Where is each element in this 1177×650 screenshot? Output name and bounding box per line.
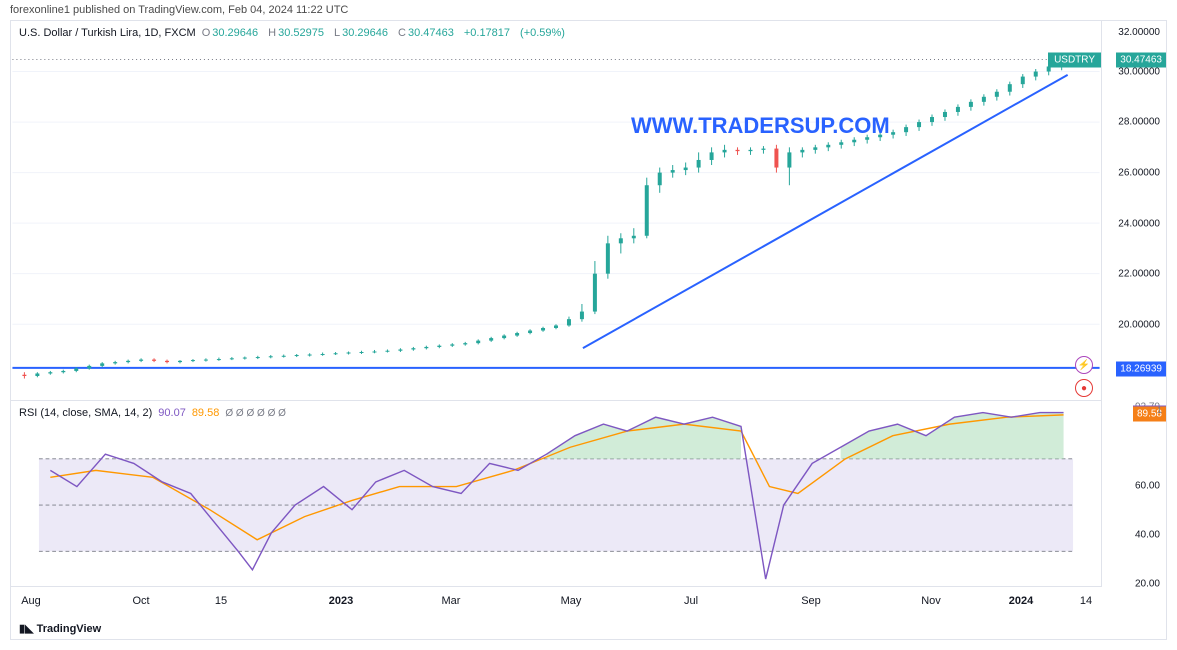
x-axis-label: May xyxy=(561,595,582,607)
lightning-icon[interactable]: ⚡ xyxy=(1075,356,1093,374)
price-y-tick: 28.00000 xyxy=(1118,117,1160,128)
x-axis-label: Jul xyxy=(684,595,698,607)
x-axis-label: Oct xyxy=(132,595,149,607)
rsi-axis-small-1: 1 xyxy=(1157,405,1162,415)
rsi-y-tick: 60.00 xyxy=(1135,481,1160,492)
price-y-tick: 22.00000 xyxy=(1118,269,1160,280)
x-axis-label: Nov xyxy=(921,595,941,607)
rsi-pane[interactable]: RSI (14, close, SMA, 14, 2) 90.07 89.58 … xyxy=(11,401,1101,587)
price-y-tick: 26.00000 xyxy=(1118,168,1160,179)
chart-area: U.S. Dollar / Turkish Lira, 1D, FXCM O30… xyxy=(10,20,1167,640)
x-axis-label: 2023 xyxy=(329,595,353,607)
x-axis-label: 15 xyxy=(215,595,227,607)
price-chart-svg xyxy=(11,21,1101,400)
rsi-y-axis[interactable]: 20.0040.0060.0092.7088.5190.0789.581 xyxy=(1101,401,1166,587)
price-top-label: 32.00000 xyxy=(1118,27,1160,38)
hline-price-badge: 18.26939 xyxy=(1116,361,1166,376)
price-y-tick: 20.00000 xyxy=(1118,320,1160,331)
current-price-badge: 30.47463 xyxy=(1116,52,1166,67)
price-y-tick: 24.00000 xyxy=(1118,218,1160,229)
price-pane[interactable]: WWW.TRADERSUP.COM ⚡ ● xyxy=(11,21,1101,401)
x-axis-label: Aug xyxy=(21,595,41,607)
x-axis-label: Sep xyxy=(801,595,821,607)
x-axis-label: 2024 xyxy=(1009,595,1033,607)
price-y-tick: 30.00000 xyxy=(1118,66,1160,77)
rsi-y-tick: 20.00 xyxy=(1135,578,1160,589)
x-axis[interactable]: Aug Oct 15 2023 Mar May Jul Sep Nov 2024 14 xyxy=(11,587,1101,621)
watermark: WWW.TRADERSUP.COM xyxy=(631,113,890,139)
rsi-chart-svg xyxy=(11,401,1101,586)
flag-icon[interactable]: ● xyxy=(1075,379,1093,397)
price-y-axis[interactable]: 32.00000 20.00000 22.00000 24.00000 26.0000… xyxy=(1101,21,1166,401)
tradingview-brand: ▮◣ TradingView xyxy=(19,622,101,635)
x-axis-label: 14 xyxy=(1080,595,1092,607)
rsi-title: RSI (14, close, SMA, 14, 2) 90.07 89.58 … xyxy=(19,407,286,419)
publisher-line: forexonline1 published on TradingView.co… xyxy=(10,4,348,16)
ticker-badge: USDTRY xyxy=(1048,52,1101,67)
chart-container: forexonline1 published on TradingView.co… xyxy=(0,0,1177,650)
rsi-y-tick: 40.00 xyxy=(1135,530,1160,541)
x-axis-label: Mar xyxy=(442,595,461,607)
